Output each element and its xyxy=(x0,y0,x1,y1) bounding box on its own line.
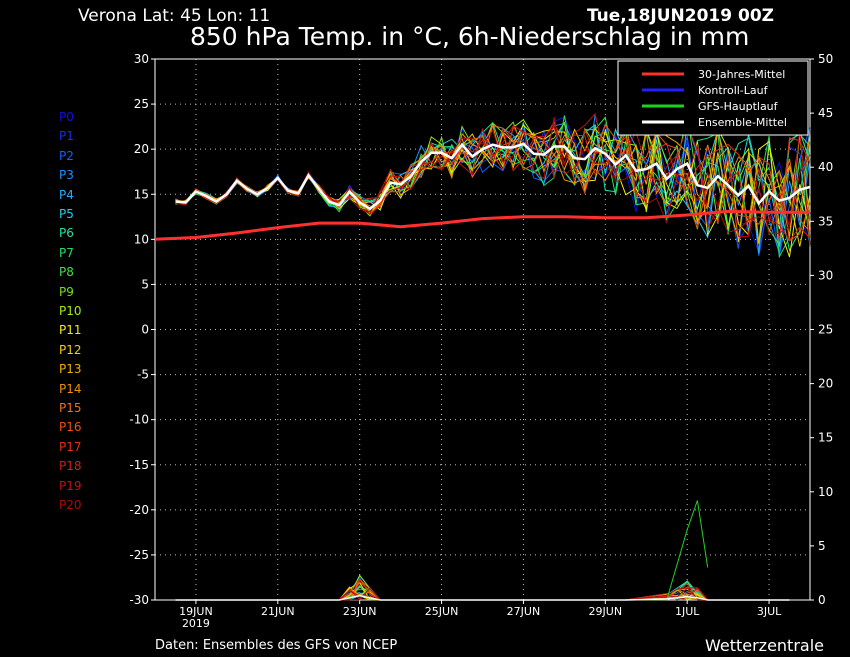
y-right-tick-label: 50 xyxy=(818,52,833,66)
x-tick-label: 29JUN xyxy=(589,605,623,618)
y-right-tick-label: 30 xyxy=(818,268,833,282)
y-right-tick-label: 5 xyxy=(818,539,826,553)
legend-label: GFS-Hauptlauf xyxy=(698,100,779,113)
location-label: Verona Lat: 45 Lon: 11 xyxy=(78,6,271,26)
member-label-P13: P13 xyxy=(59,362,82,377)
x-tick-label: 27JUN xyxy=(507,605,541,618)
member-label-P4: P4 xyxy=(59,187,74,202)
chart-grid xyxy=(155,59,810,600)
member-label-P17: P17 xyxy=(59,439,82,454)
y-right-tick-label: 25 xyxy=(818,323,833,337)
legend-label: 30-Jahres-Mittel xyxy=(698,68,785,81)
member-label-P7: P7 xyxy=(59,245,74,260)
member-label-P8: P8 xyxy=(59,265,74,280)
data-source-label: Daten: Ensembles des GFS von NCEP xyxy=(155,638,398,653)
member-label-P10: P10 xyxy=(59,304,82,318)
y-right-tick-label: 35 xyxy=(818,214,833,228)
x-tick-label: 21JUN xyxy=(261,605,295,618)
ensemble-mean-precip-line xyxy=(175,594,790,601)
member-label-P19: P19 xyxy=(59,478,82,493)
y-left-tick-label: -5 xyxy=(137,368,149,382)
legend: 30-Jahres-Mittel Kontroll-Lauf GFS-Hauptla… xyxy=(617,60,809,136)
y-left-tick-label: 5 xyxy=(141,277,149,291)
x-tick-label: 19JUN xyxy=(179,605,213,618)
member-label-P0: P0 xyxy=(59,110,74,124)
main-lines xyxy=(154,142,811,601)
ensemble-member-lines xyxy=(175,112,811,601)
member-label-P20: P20 xyxy=(59,498,82,512)
member-label-P5: P5 xyxy=(59,207,74,221)
member-label-P2: P2 xyxy=(59,148,74,163)
legend-label: Kontroll-Lauf xyxy=(698,84,769,97)
member-label-P14: P14 xyxy=(59,381,82,396)
y-left-tick-label: 30 xyxy=(134,52,149,66)
y-right-tick-label: 40 xyxy=(818,160,833,174)
y-left-tick-label: -10 xyxy=(129,413,149,427)
y-right-tick-label: 10 xyxy=(818,485,833,499)
y-right-tick-label: 0 xyxy=(818,593,826,607)
run-date-label: Tue,18JUN2019 00Z xyxy=(586,6,774,26)
gfs-precip-line xyxy=(666,500,709,601)
member-label-P9: P9 xyxy=(59,284,74,299)
member-label-P16: P16 xyxy=(59,420,82,435)
y-left-tick-label: -15 xyxy=(129,458,149,472)
y-left-tick-label: 10 xyxy=(134,232,149,246)
y-left-tick-label: -20 xyxy=(129,503,149,517)
x-tick-label: 1JUL xyxy=(675,605,700,618)
tick-labels: 302520151050-5-10-15-20-25-3050454035302… xyxy=(129,52,833,630)
ensemble-mean-line xyxy=(175,142,811,211)
y-left-tick-label: 25 xyxy=(134,97,149,111)
y-left-tick-label: 15 xyxy=(134,187,149,201)
y-left-tick-label: -25 xyxy=(129,548,149,562)
y-left-tick-label: 20 xyxy=(134,142,149,156)
member-label-P11: P11 xyxy=(59,323,82,338)
member-label-P1: P1 xyxy=(59,129,74,144)
x-tick-sublabel: 2019 xyxy=(182,617,210,630)
chart-title: 850 hPa Temp. in °C, 6h-Niederschlag in … xyxy=(190,22,750,51)
member-label-P12: P12 xyxy=(59,342,82,357)
y-right-tick-label: 15 xyxy=(818,431,833,445)
member-label-P15: P15 xyxy=(59,401,82,415)
y-right-tick-label: 20 xyxy=(818,377,833,391)
x-tick-label: 25JUN xyxy=(425,605,459,618)
climate-mean-line xyxy=(154,209,810,241)
x-tick-label: 23JUN xyxy=(343,605,377,618)
x-tick-label: 3JUL xyxy=(757,605,782,618)
member-label-P6: P6 xyxy=(59,226,74,241)
brand-label: Wetterzentrale xyxy=(704,636,824,655)
y-left-tick-label: 0 xyxy=(141,323,149,337)
y-right-tick-label: 45 xyxy=(818,106,833,120)
legend-label: Ensemble-Mittel xyxy=(698,116,787,129)
member-label-P3: P3 xyxy=(59,168,74,183)
member-label-P18: P18 xyxy=(59,459,82,474)
y-left-tick-label: -30 xyxy=(129,593,149,607)
